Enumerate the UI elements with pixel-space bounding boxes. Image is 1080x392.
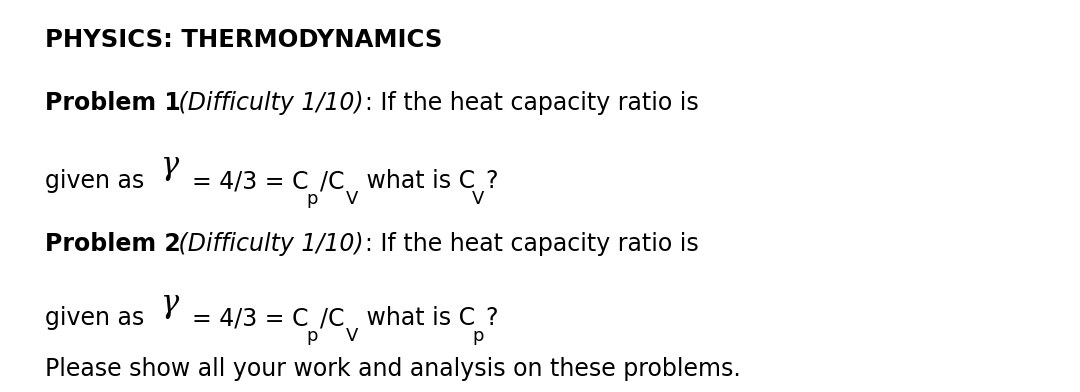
Text: Problem 1: Problem 1: [45, 91, 181, 115]
Text: what is C: what is C: [359, 307, 475, 330]
Text: Problem 2: Problem 2: [45, 232, 181, 256]
Text: p: p: [307, 327, 319, 345]
Text: PHYSICS: THERMODYNAMICS: PHYSICS: THERMODYNAMICS: [45, 28, 443, 52]
Text: (Difficulty 1/10): (Difficulty 1/10): [171, 232, 363, 256]
Text: /C: /C: [320, 307, 345, 330]
Text: V: V: [346, 327, 357, 345]
Text: $\gamma$: $\gamma$: [160, 292, 180, 321]
Text: ?: ?: [485, 307, 498, 330]
Text: what is C: what is C: [359, 169, 475, 193]
Text: V: V: [346, 190, 357, 208]
Text: ?: ?: [485, 169, 498, 193]
Text: : If the heat capacity ratio is: : If the heat capacity ratio is: [365, 232, 699, 256]
Text: (Difficulty 1/10): (Difficulty 1/10): [171, 91, 363, 115]
Text: p: p: [472, 327, 484, 345]
Text: given as: given as: [45, 169, 145, 193]
Text: given as: given as: [45, 307, 145, 330]
Text: V: V: [472, 190, 484, 208]
Text: = 4/3 = C: = 4/3 = C: [192, 307, 309, 330]
Text: : If the heat capacity ratio is: : If the heat capacity ratio is: [365, 91, 699, 115]
Text: /C: /C: [320, 169, 345, 193]
Text: $\gamma$: $\gamma$: [160, 154, 180, 183]
Text: = 4/3 = C: = 4/3 = C: [192, 169, 309, 193]
Text: p: p: [307, 190, 319, 208]
Text: Please show all your work and analysis on these problems.: Please show all your work and analysis o…: [45, 358, 741, 381]
